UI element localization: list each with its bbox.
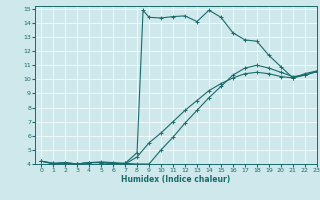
X-axis label: Humidex (Indice chaleur): Humidex (Indice chaleur) [121,175,231,184]
